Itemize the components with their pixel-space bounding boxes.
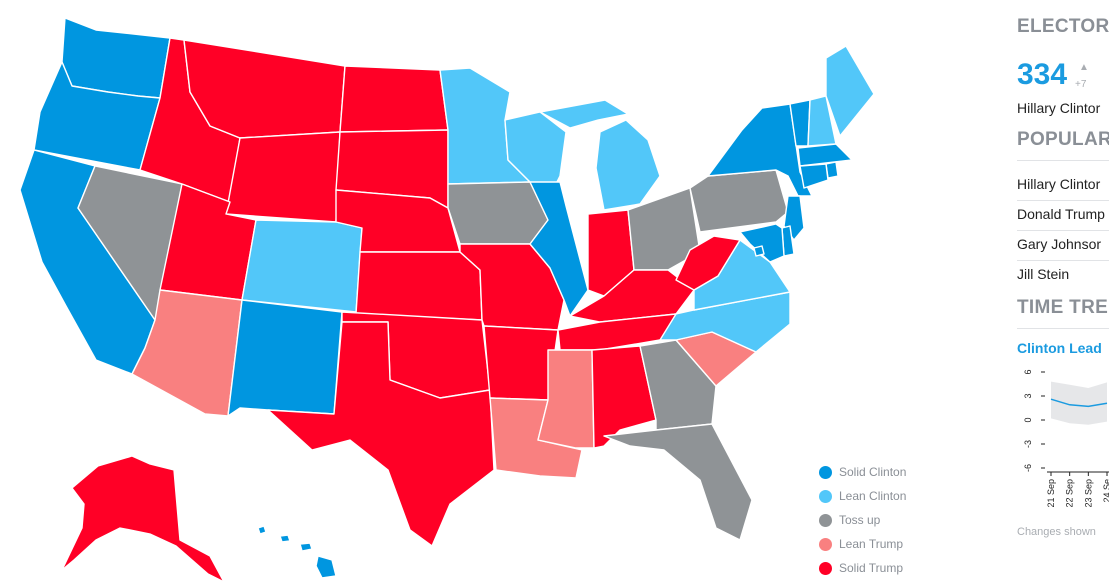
- popular-row-stein[interactable]: Jill Stein: [1017, 266, 1070, 282]
- legend-dot-solid-clinton: [819, 465, 832, 479]
- electoral-delta: +7: [1075, 79, 1087, 90]
- map-legend: Solid Clinton Lean Clinton Toss up Lean …: [819, 460, 949, 580]
- legend-toss-up[interactable]: Toss up: [819, 508, 949, 532]
- divider: [1017, 328, 1109, 329]
- legend-label: Solid Clinton: [839, 465, 907, 479]
- state-co[interactable]: [241, 219, 363, 313]
- time-trend-title: TIME TREI: [1017, 297, 1109, 318]
- divider: [1017, 230, 1109, 231]
- state-wv[interactable]: [675, 235, 741, 291]
- legend-label: Toss up: [839, 513, 881, 527]
- confidence-band: [1051, 381, 1107, 425]
- state-ma[interactable]: [797, 143, 853, 167]
- legend-dot-lean-trump: [819, 537, 832, 551]
- state-pa[interactable]: [689, 169, 789, 233]
- state-md[interactable]: [739, 223, 785, 263]
- legend-dot-solid-trump: [819, 561, 832, 575]
- state-wa[interactable]: [61, 17, 171, 99]
- clinton-lead-line: [1050, 398, 1108, 408]
- state-nm[interactable]: [227, 299, 343, 417]
- y-tick-label: 6: [1023, 369, 1033, 374]
- legend-label: Solid Trump: [839, 561, 904, 575]
- divider: [1017, 200, 1109, 201]
- legend-dot-toss-up: [819, 513, 832, 527]
- x-tick-label: 21 Sep: [1046, 479, 1056, 508]
- state-oh[interactable]: [627, 187, 701, 271]
- clinton-lead-tab[interactable]: Clinton Lead: [1017, 340, 1102, 356]
- electoral-votes-title: ELECTORA: [1017, 16, 1109, 37]
- x-tick-label: 24 Se: [1102, 479, 1109, 503]
- popular-row-clinton[interactable]: Hillary Clintor: [1017, 176, 1101, 192]
- us-electoral-map: [19, 17, 875, 582]
- x-tick-label: 23 Sep: [1083, 479, 1093, 508]
- state-dc[interactable]: [753, 245, 765, 257]
- legend-lean-clinton[interactable]: Lean Clinton: [819, 484, 949, 508]
- popular-row-johnson[interactable]: Gary Johnsor: [1017, 236, 1102, 252]
- legend-dot-lean-clinton: [819, 489, 832, 503]
- state-ar[interactable]: [483, 325, 559, 401]
- state-ct[interactable]: [799, 163, 829, 189]
- state-mi[interactable]: [539, 99, 661, 211]
- state-me[interactable]: [825, 45, 875, 137]
- state-ks[interactable]: [355, 251, 483, 321]
- state-wy[interactable]: [225, 131, 341, 223]
- x-tick-label: 22 Sep: [1065, 479, 1075, 508]
- divider: [1017, 160, 1109, 161]
- state-il[interactable]: [529, 181, 589, 317]
- changes-note: Changes shown: [1017, 526, 1096, 538]
- state-ak[interactable]: [61, 455, 225, 582]
- y-tick-label: -3: [1023, 440, 1033, 448]
- state-tx[interactable]: [267, 321, 495, 547]
- electoral-leader-name: Hillary Clintor: [1017, 100, 1101, 116]
- state-nd[interactable]: [339, 65, 449, 133]
- clinton-lead-chart: 6 3 0 -3 -6 21 Sep 22 Sep 23 Sep 24 Se: [1023, 369, 1109, 508]
- legend-solid-trump[interactable]: Solid Trump: [819, 556, 949, 580]
- state-mt[interactable]: [183, 39, 346, 139]
- legend-solid-clinton[interactable]: Solid Clinton: [819, 460, 949, 484]
- state-ia[interactable]: [447, 181, 549, 245]
- popular-vote-title: POPULAR: [1017, 129, 1109, 150]
- legend-label: Lean Clinton: [839, 489, 907, 503]
- y-tick-label: 3: [1023, 393, 1033, 398]
- y-tick-label: -6: [1023, 464, 1033, 472]
- state-hi[interactable]: [257, 525, 337, 579]
- legend-label: Lean Trump: [839, 537, 904, 551]
- divider: [1017, 260, 1109, 261]
- legend-lean-trump[interactable]: Lean Trump: [819, 532, 949, 556]
- results-panel: ELECTORA 334 ▲ +7 Hillary Clintor POPULA…: [1017, 0, 1109, 582]
- state-fl[interactable]: [603, 423, 753, 541]
- y-tick-label: 0: [1023, 417, 1033, 422]
- up-arrow-icon: ▲: [1079, 62, 1089, 73]
- clinton-electoral-votes: 334: [1017, 58, 1068, 91]
- popular-row-trump[interactable]: Donald Trump: [1017, 206, 1105, 222]
